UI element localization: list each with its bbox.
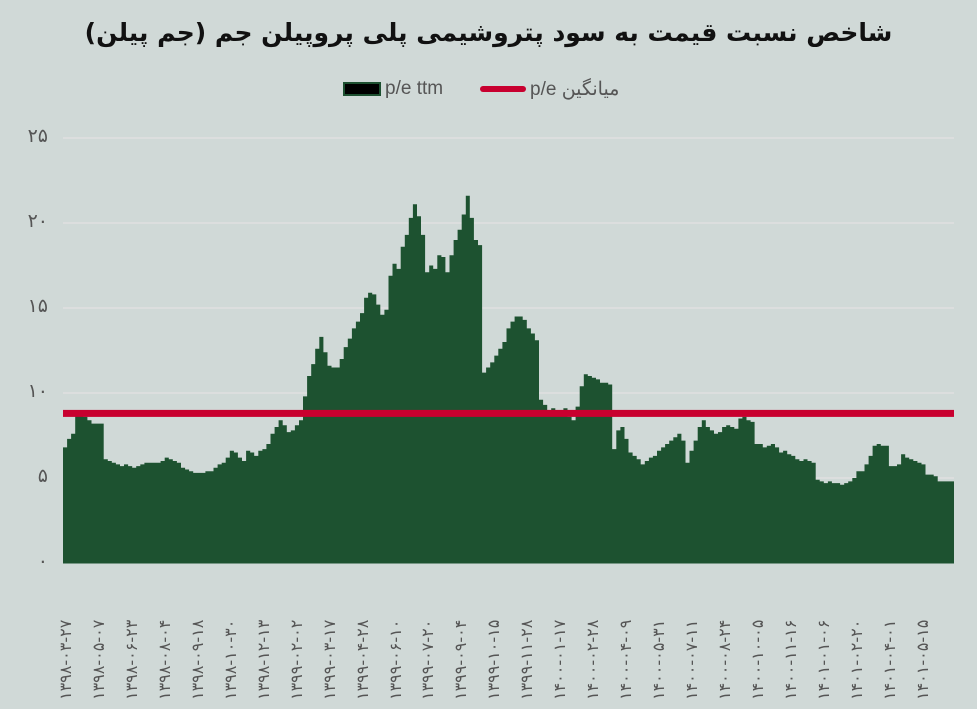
legend-item-pe-average[interactable]: میانگین p/e [480, 76, 619, 102]
x-tick-label: ۱۴۰۱-۰۵-۱۵ [912, 619, 932, 700]
pe-ttm-area [63, 195, 954, 564]
x-tick-label: ۱۳۹۸-۱۰-۳۰ [220, 619, 240, 700]
x-tick-label: ۱۴۰۰-۰۴-۰۹ [616, 619, 636, 700]
x-tick-label: ۱۳۹۹-۱۰-۱۵ [484, 619, 504, 700]
y-tick-label: ۱۵ [27, 295, 48, 317]
x-tick-label: ۱۴۰۰-۰۱-۱۷ [550, 619, 570, 700]
x-tick-label: ۱۳۹۹-۰۲-۰۲ [286, 619, 306, 700]
legend-item-pe-ttm[interactable]: p/e ttm [343, 76, 443, 102]
x-tick-label: ۱۳۹۸-۰۸-۰۴ [154, 619, 174, 700]
x-tick-label: ۱۴۰۰-۰۲-۲۸ [583, 619, 603, 700]
legend: p/e ttm میانگین p/e [0, 76, 977, 102]
x-tick-label: ۱۳۹۹-۰۳-۱۷ [319, 619, 339, 700]
x-tick-label: ۱۳۹۹-۰۶-۱۰ [385, 619, 405, 700]
x-tick-label: ۱۴۰۰-۱۱-۱۶ [780, 619, 800, 700]
x-tick-label: ۱۳۹۹-۰۹-۰۴ [451, 619, 471, 700]
x-tick-label: ۱۴۰۱-۰۱-۰۶ [813, 619, 833, 700]
legend-label-pe-average: میانگین p/e [530, 78, 620, 100]
y-tick-label: ۲۵ [27, 125, 48, 147]
legend-swatch-area-icon [343, 82, 381, 96]
y-tick-label: ۰ [37, 550, 48, 572]
chart-title: شاخص نسبت قیمت به سود پتروشیمی پلی پروپی… [84, 18, 893, 47]
x-tick-label: ۱۳۹۸-۱۲-۱۳ [253, 619, 273, 700]
x-tick-label: ۱۴۰۱-۰۴-۰۱ [879, 619, 899, 700]
x-tick-label: ۱۳۹۹-۱۱-۲۸ [517, 619, 537, 700]
x-tick-label: ۱۴۰۰-۰۸-۲۴ [715, 619, 734, 700]
x-tick-label: ۱۳۹۸-۰۹-۱۸ [187, 619, 207, 700]
legend-label-pe-ttm: p/e ttm [385, 78, 444, 99]
y-tick-label: ۵ [37, 465, 48, 487]
legend-swatch-line-icon [480, 86, 526, 92]
x-tick-label: ۱۴۰۰-۰۵-۳۱ [649, 619, 669, 700]
x-tick-label: ۱۴۰۰-۱۰-۰۵ [747, 619, 767, 700]
y-tick-label: ۱۰ [27, 380, 48, 402]
x-tick-label: ۱۳۹۹-۰۷-۲۰ [418, 619, 438, 700]
x-tick-label: ۱۴۰۰-۰۷-۱۱ [682, 619, 702, 700]
x-tick-label: ۱۴۰۱-۰۲-۲۰ [846, 619, 866, 700]
y-tick-label: ۲۰ [27, 210, 48, 232]
x-tick-label: ۱۳۹۸-۰۶-۲۳ [121, 619, 141, 700]
x-tick-label: ۱۳۹۸-۰۳-۲۷ [56, 619, 75, 700]
pe-average-line [63, 409, 954, 417]
x-tick-label: ۱۳۹۹-۰۴-۲۸ [352, 619, 372, 700]
x-tick-label: ۱۳۹۸-۰۵-۰۷ [88, 619, 108, 700]
